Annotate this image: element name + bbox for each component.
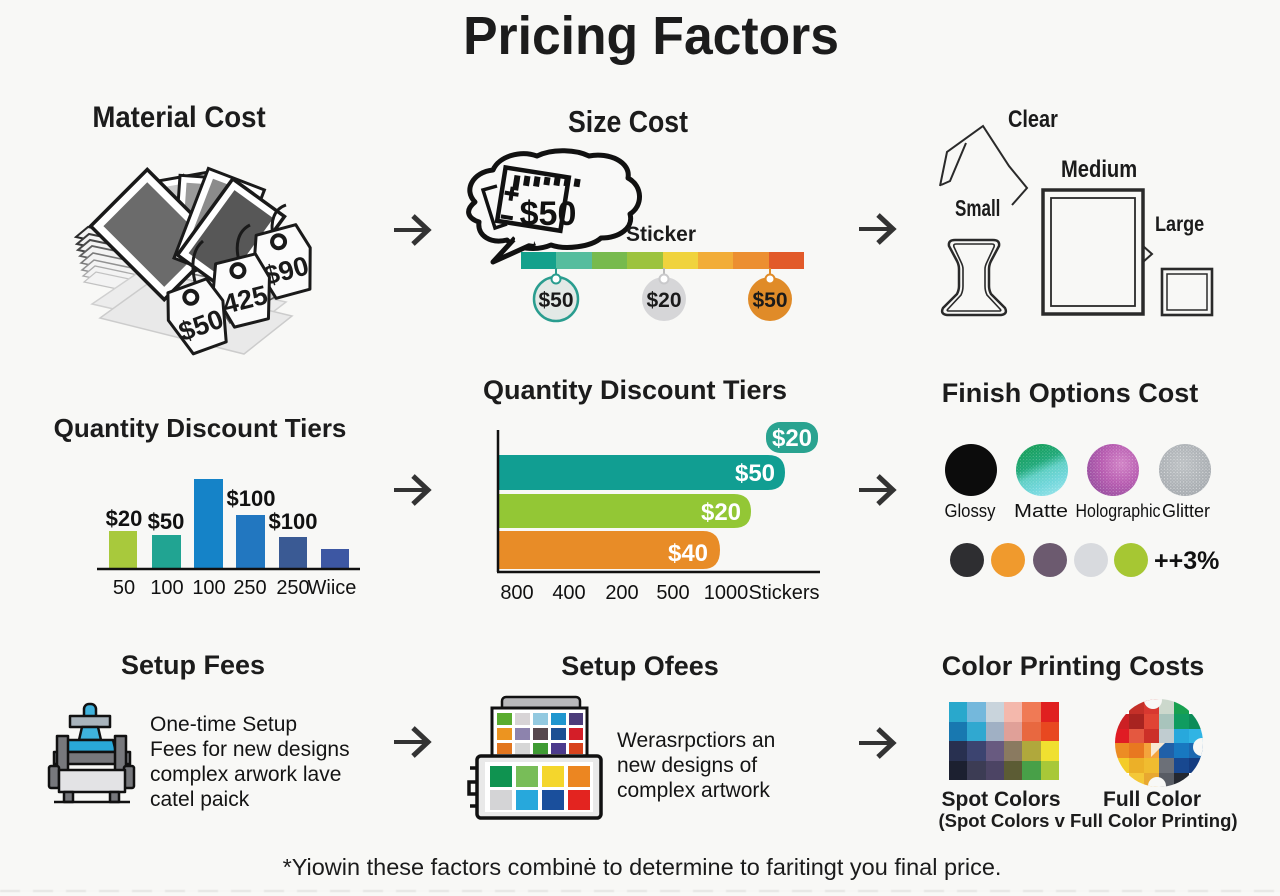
svg-text:Matte: Matte xyxy=(1014,501,1068,521)
svg-text:500: 500 xyxy=(656,582,689,604)
svg-text:$20: $20 xyxy=(772,425,812,452)
svg-text:$100: $100 xyxy=(269,509,318,534)
svg-text:200: 200 xyxy=(605,582,638,604)
svg-text:$100: $100 xyxy=(227,486,276,511)
svg-text:Stickers: Stickers xyxy=(748,582,819,604)
svg-text:$20: $20 xyxy=(701,499,741,526)
svg-text:Glitter: Glitter xyxy=(1162,501,1210,521)
svg-text:Wiice: Wiice xyxy=(308,577,357,599)
svg-text:$50: $50 xyxy=(148,509,185,534)
svg-text:400: 400 xyxy=(552,582,585,604)
svg-text:Glossy: Glossy xyxy=(945,501,996,521)
svg-text:800: 800 xyxy=(500,582,533,604)
svg-text:100: 100 xyxy=(150,577,183,599)
svg-text:++3%: ++3% xyxy=(1154,547,1219,575)
svg-text:$50: $50 xyxy=(520,195,577,233)
svg-text:$40: $40 xyxy=(668,540,708,567)
svg-text:$50: $50 xyxy=(752,289,787,312)
svg-text:250: 250 xyxy=(233,577,266,599)
svg-text:$20: $20 xyxy=(646,289,681,312)
svg-text:1000: 1000 xyxy=(704,582,749,604)
svg-text:Holographic: Holographic xyxy=(1076,501,1161,521)
svg-text:50: 50 xyxy=(113,577,135,599)
svg-text:$20: $20 xyxy=(106,506,143,531)
svg-text:$50: $50 xyxy=(538,289,573,312)
svg-text:$50: $50 xyxy=(735,460,775,487)
svg-text:100: 100 xyxy=(192,577,225,599)
svg-text:250: 250 xyxy=(276,577,309,599)
